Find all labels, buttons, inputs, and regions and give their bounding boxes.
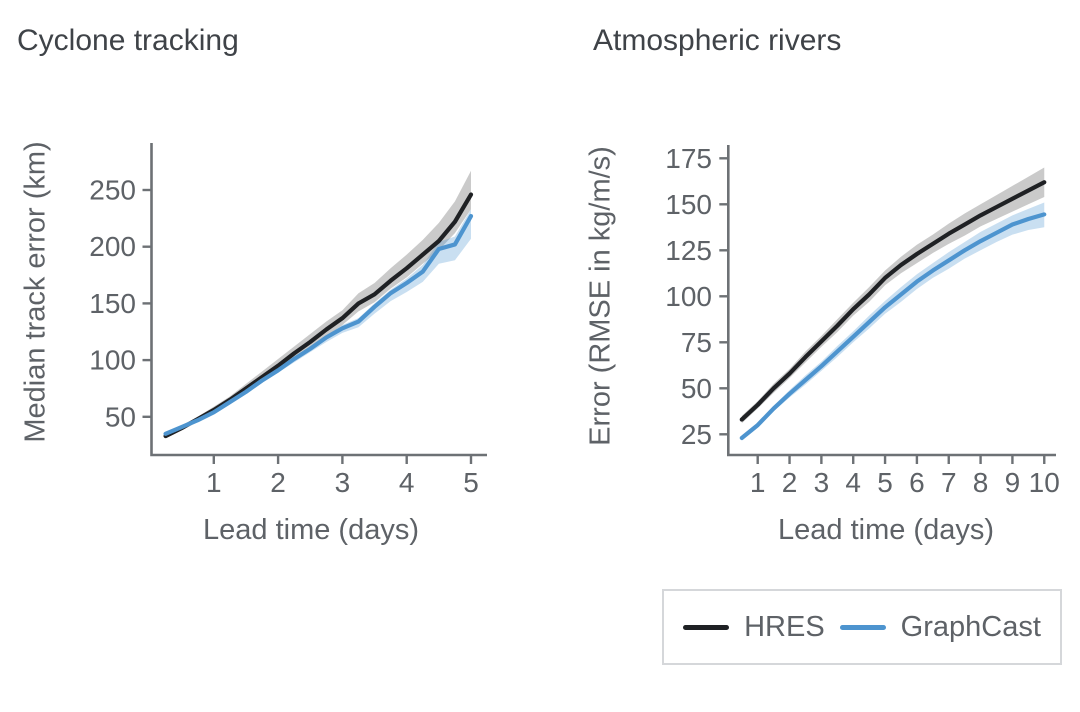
atmospheric-x-tick-label: 7 (941, 467, 957, 498)
cyclone-axes (150, 143, 487, 457)
atmospheric-y-tick-label: 75 (681, 327, 712, 358)
atmospheric-band-graphcast (741, 202, 1045, 441)
legend: HRES GraphCast (662, 589, 1062, 665)
cyclone-y-tick-label: 200 (89, 231, 136, 262)
legend-label-graphcast: GraphCast (900, 610, 1041, 643)
atmospheric-axes (727, 145, 1056, 457)
cyclone-y-tick-label: 250 (89, 175, 136, 206)
atmospheric-x-tick-label: 4 (845, 467, 861, 498)
x-axis-label-cyclone: Lead time (days) (203, 514, 419, 546)
atmospheric-y-tick-label: 25 (681, 419, 712, 450)
atmospheric-line-graphcast (739, 212, 1047, 441)
atmospheric-x-tick-label: 8 (973, 467, 989, 498)
atmospheric-y-tick-label: 175 (665, 143, 712, 174)
cyclone-x-tick-label: 1 (206, 467, 222, 498)
atmospheric-y-tick-label: 100 (665, 281, 712, 312)
cyclone-y-tick-label: 100 (89, 345, 136, 376)
atmospheric-band-hres (741, 167, 1045, 424)
cyclone-band-hres (165, 170, 471, 439)
x-axis-label-atmospheric: Lead time (days) (778, 514, 994, 546)
chart-title-cyclone-tracking: Cyclone tracking (17, 24, 239, 57)
cyclone-line-hres (163, 192, 474, 439)
atmospheric-x-tick-label: 2 (782, 467, 798, 498)
cyclone-x-tick-label: 4 (399, 467, 415, 498)
cyclone-x-tick-label: 2 (270, 467, 286, 498)
atmospheric-y-tick-label: 125 (665, 235, 712, 266)
cyclone-x-tick-label: 5 (463, 467, 479, 498)
atmospheric-x-tick-label: 10 (1029, 467, 1060, 498)
atmospheric-y-tick-label: 150 (665, 189, 712, 220)
atmospheric-x-tick-label: 9 (1005, 467, 1021, 498)
cyclone-x-tick-label: 3 (335, 467, 351, 498)
cyclone-y-tick-label: 150 (89, 288, 136, 319)
atmospheric-x-tick-label: 6 (909, 467, 925, 498)
atmospheric-x-tick-label: 3 (814, 467, 830, 498)
cyclone-line-graphcast (163, 213, 474, 436)
atmospheric-line-hres (739, 180, 1047, 422)
cyclone-y-tick-label: 50 (105, 401, 136, 432)
legend-label-hres: HRES (744, 610, 825, 643)
y-axis-label-cyclone: Median track error (km) (19, 141, 52, 443)
chart-title-atmospheric-rivers: Atmospheric rivers (593, 24, 842, 57)
atmospheric-x-tick-label: 5 (877, 467, 893, 498)
legend-swatch-hres (683, 624, 730, 630)
atmospheric-x-tick-label: 1 (750, 467, 766, 498)
atmospheric-y-tick-label: 50 (681, 373, 712, 404)
legend-swatch-graphcast (839, 624, 886, 630)
y-axis-label-atmospheric: Error (RMSE in kg/m/s) (584, 146, 617, 446)
